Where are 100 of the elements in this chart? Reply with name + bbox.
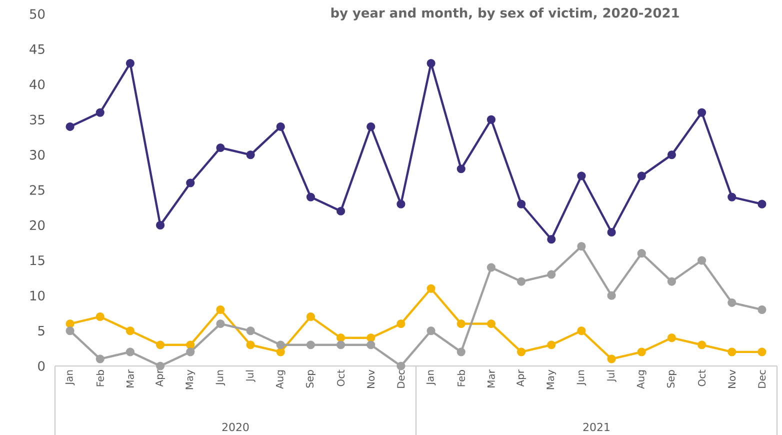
point (607, 354, 616, 364)
x-tick-label: Jan (426, 370, 436, 386)
point (728, 192, 736, 202)
y-tick-label: 40 (30, 80, 45, 90)
x-tick-label: Apr (516, 370, 526, 387)
point (667, 277, 676, 286)
x-tick-label: Jan (65, 370, 75, 386)
point (306, 340, 316, 350)
point (456, 319, 466, 328)
x-tick-label: Jun (576, 370, 586, 386)
point (637, 172, 646, 180)
point (758, 200, 766, 208)
point (276, 122, 285, 131)
point (186, 348, 195, 356)
point (156, 340, 165, 350)
x-tick-label: Apr (156, 370, 165, 387)
point (396, 200, 406, 208)
point (66, 319, 74, 328)
x-tick-label: Sep (666, 370, 676, 388)
chart-title: by year and month, by sex of victim, 2020-2021 (331, 8, 679, 20)
point (366, 340, 376, 350)
point (216, 305, 225, 314)
y-tick-label: 30 (30, 150, 45, 160)
x-tick-label: Mar (488, 370, 495, 388)
point (667, 334, 676, 342)
point (698, 108, 706, 117)
y-tick-label: 5 (38, 326, 44, 336)
point (577, 242, 586, 251)
y-tick-label: 45 (30, 44, 44, 54)
point (156, 220, 165, 230)
point (758, 305, 766, 314)
x-tick-label: Jul (606, 370, 616, 382)
point (607, 291, 616, 300)
x-tick-label: Aug (636, 370, 646, 389)
point (426, 326, 436, 336)
point (637, 348, 646, 356)
point (637, 249, 646, 258)
point (547, 270, 556, 279)
text: 2020 (222, 422, 249, 432)
point (216, 319, 225, 328)
point (456, 164, 466, 174)
x-tick-label: Dec (397, 370, 405, 388)
y-tick-label: 25 (30, 185, 44, 195)
x-tick-label: May (546, 370, 556, 390)
point (517, 277, 526, 286)
point (126, 58, 135, 68)
point (306, 312, 316, 322)
point (186, 178, 195, 188)
point (276, 340, 285, 350)
y-tick-label: 50 (30, 9, 45, 19)
y-tick-label: 35 (30, 114, 44, 124)
x-tick-label: Nov (728, 370, 736, 388)
x-tick-label: Feb (96, 370, 104, 386)
point (96, 354, 104, 364)
x-tick-label: Oct (337, 370, 345, 386)
x-tick-label: May (186, 370, 196, 390)
x-tick-label: Sep (306, 370, 316, 388)
point (426, 58, 436, 68)
point (577, 326, 586, 336)
point (66, 122, 74, 131)
point (336, 340, 346, 350)
point (366, 334, 376, 342)
y-tick-label: 10 (30, 290, 45, 300)
x-tick-label: Mar (126, 370, 134, 388)
point (486, 319, 496, 328)
y-tick-label: 20 (30, 220, 45, 230)
x-tick-label: Jun (216, 370, 226, 386)
point (396, 362, 406, 370)
point (126, 326, 135, 336)
point (728, 298, 736, 307)
x-tick-label: Aug (276, 370, 286, 389)
point (96, 108, 104, 117)
point (246, 150, 255, 160)
point (698, 340, 706, 350)
point (698, 256, 706, 265)
point (456, 348, 466, 356)
point (306, 192, 316, 202)
point (216, 143, 225, 152)
point (336, 206, 346, 216)
x-tick-label: Feb (457, 370, 465, 386)
x-tick-label: Nov (367, 370, 375, 388)
point (486, 263, 496, 272)
point (246, 326, 255, 336)
point (426, 284, 436, 293)
point (607, 228, 616, 237)
x-tick-label: Dec (758, 370, 766, 388)
point (517, 200, 526, 208)
point (547, 340, 556, 350)
point (517, 348, 526, 356)
y-tick-label: 0 (38, 361, 45, 371)
x-tick-label: Jul (246, 370, 256, 382)
point (728, 348, 736, 356)
text: 2021 (583, 422, 610, 432)
point (366, 122, 376, 131)
point (96, 312, 104, 322)
point (246, 340, 255, 350)
y-tick-label: 15 (30, 256, 44, 266)
point (66, 326, 74, 336)
point (276, 348, 285, 356)
x-tick-label: Oct (698, 370, 706, 386)
